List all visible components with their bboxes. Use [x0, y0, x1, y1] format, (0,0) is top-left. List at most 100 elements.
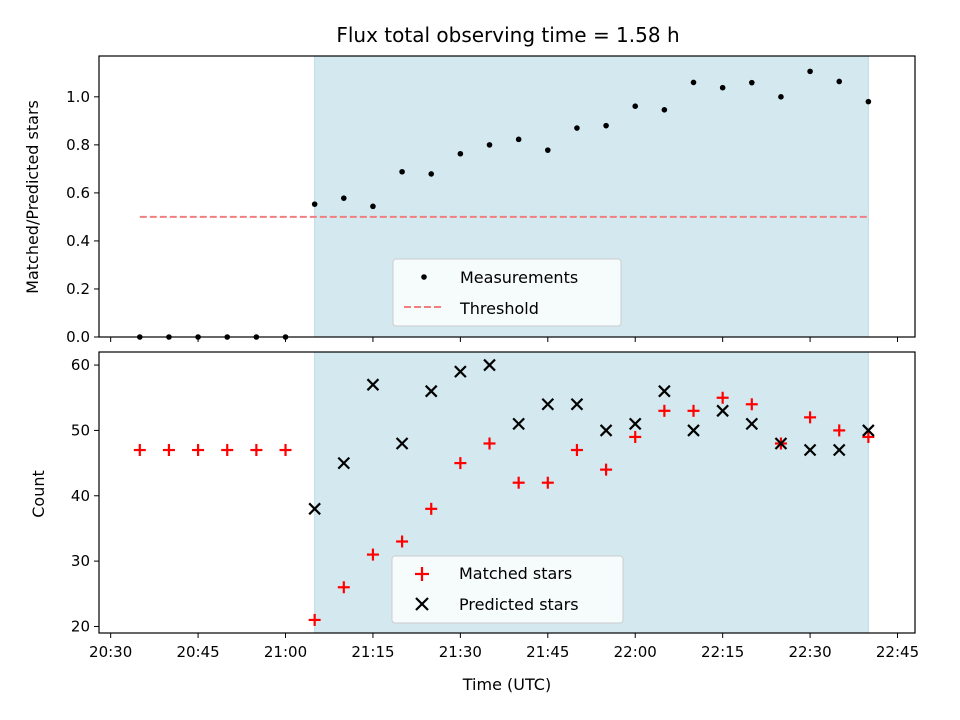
measurement-point: [778, 94, 784, 100]
measurement-point: [428, 171, 435, 177]
predicted-star-point: [541, 398, 555, 411]
matched-star-point: [600, 463, 613, 476]
top-legend-box: [392, 258, 622, 327]
predicted-star-point: [862, 424, 875, 437]
matched-star-point: [396, 535, 409, 548]
measurement-point: [807, 68, 813, 75]
measurement-point: [545, 147, 551, 153]
measurement-point: [836, 78, 843, 85]
top-y-tick-label: 0.2: [66, 280, 90, 298]
measurement-point: [719, 84, 726, 91]
predicted-star-point: [628, 417, 642, 431]
predicted-star-point: [599, 424, 613, 437]
measurement-point: [632, 103, 639, 109]
top-y-axis-label: Matched/Predicted stars: [23, 100, 42, 294]
matched-star-point: [454, 457, 467, 470]
measurement-point: [311, 201, 318, 207]
matched-star-point: [687, 404, 700, 417]
matched-star-point: [133, 444, 146, 457]
matched-star-point: [658, 404, 671, 417]
matched-star-point: [716, 391, 729, 404]
predicted-star-point: [687, 424, 700, 437]
matched-star-point: [629, 430, 642, 443]
measurement-point: [690, 79, 697, 86]
predicted-star-point: [774, 437, 788, 450]
x-tick-label: 22:30: [788, 643, 831, 661]
predicted-star-point: [424, 384, 438, 398]
predicted-star-point: [716, 404, 729, 418]
predicted-star-point: [803, 443, 817, 457]
chart-title: Flux total observing time = 1.58 h: [336, 23, 679, 47]
measurement-point: [370, 203, 376, 210]
matched-star-point: [279, 444, 292, 457]
matched-star-point: [366, 548, 379, 561]
measurement-point: [865, 98, 872, 105]
x-tick-label: 20:45: [176, 643, 219, 661]
measurement-point: [457, 150, 464, 157]
x-tick-label: 22:45: [876, 643, 919, 661]
measurement-point: [574, 125, 580, 131]
matched-star-point: [804, 411, 817, 424]
matched-star-point: [337, 581, 350, 594]
predicted-star-point: [483, 358, 496, 372]
x-tick-label: 21:45: [526, 643, 569, 661]
matched-star-point: [833, 424, 846, 437]
matched-star-point: [221, 444, 234, 457]
bottom-axes-frame: [98, 351, 916, 634]
matched-star-point: [483, 437, 496, 450]
matched-star-point: [745, 398, 758, 411]
matched-star-point: [512, 476, 525, 489]
legend-measurements-label: Measurements: [460, 268, 578, 287]
matched-star-point: [162, 444, 175, 457]
predicted-star-point: [512, 417, 525, 431]
bottom-y-tick-label: 50: [71, 421, 90, 439]
measurement-point: [515, 136, 522, 143]
predicted-star-point: [570, 398, 584, 411]
predicted-star-point: [832, 443, 846, 457]
measurement-point: [341, 195, 347, 201]
predicted-star-point: [337, 456, 351, 470]
matched-star-point: [250, 444, 263, 457]
bottom-legend-box: [391, 555, 624, 624]
x-tick-label: 22:00: [614, 643, 657, 661]
predicted-star-point: [395, 437, 409, 450]
legend-predicted-label: Predicted stars: [459, 595, 579, 614]
predicted-star-point: [454, 365, 467, 378]
bottom-legend: Matched stars Predicted stars: [391, 555, 624, 624]
predicted-star-point: [745, 417, 759, 431]
legend-matched-marker: [415, 567, 429, 581]
x-tick-label: 20:30: [89, 643, 132, 661]
matched-star-point: [862, 430, 875, 443]
top-y-tick-label: 0.4: [66, 232, 90, 250]
matched-star-point: [192, 444, 205, 457]
measurement-point: [603, 122, 609, 129]
matched-star-point: [570, 444, 583, 457]
x-tick-label: 21:30: [439, 643, 482, 661]
matched-star-point: [541, 476, 554, 489]
top-y-tick-label: 0.0: [66, 328, 90, 346]
top-axes-frame: [98, 55, 916, 338]
matched-star-point: [425, 502, 438, 515]
bottom-panel: 20:30 20:45 21:00 21:15 21:30 21:45 22:00 22:15…: [29, 351, 919, 694]
legend-matched-label: Matched stars: [459, 564, 572, 583]
matched-star-point: [308, 613, 321, 626]
top-y-tick-label: 1.0: [66, 88, 90, 106]
bottom-y-tick-label: 40: [71, 487, 90, 505]
measurement-point: [749, 79, 755, 86]
top-y-tick-label: 0.6: [66, 184, 90, 202]
legend-threshold-label: Threshold: [459, 299, 539, 318]
measurement-point: [661, 106, 668, 113]
bottom-y-tick-label: 30: [71, 552, 90, 570]
top-panel: 0.0 0.2 0.4 0.6 0.8 1.0 Matched/Predicted sta…: [23, 55, 916, 346]
bottom-y-axis-label: Count: [29, 470, 48, 518]
legend-measurements-marker: [421, 274, 427, 280]
bottom-y-tick-label: 20: [71, 617, 90, 635]
x-tick-label: 22:15: [701, 643, 744, 661]
predicted-star-point: [308, 502, 321, 516]
legend-predicted-marker: [415, 597, 429, 611]
top-legend: Measurements Threshold: [392, 258, 622, 327]
top-y-tick-label: 0.8: [66, 136, 90, 154]
bottom-x-axis-label: Time (UTC): [462, 675, 551, 694]
x-tick-label: 21:00: [264, 643, 307, 661]
